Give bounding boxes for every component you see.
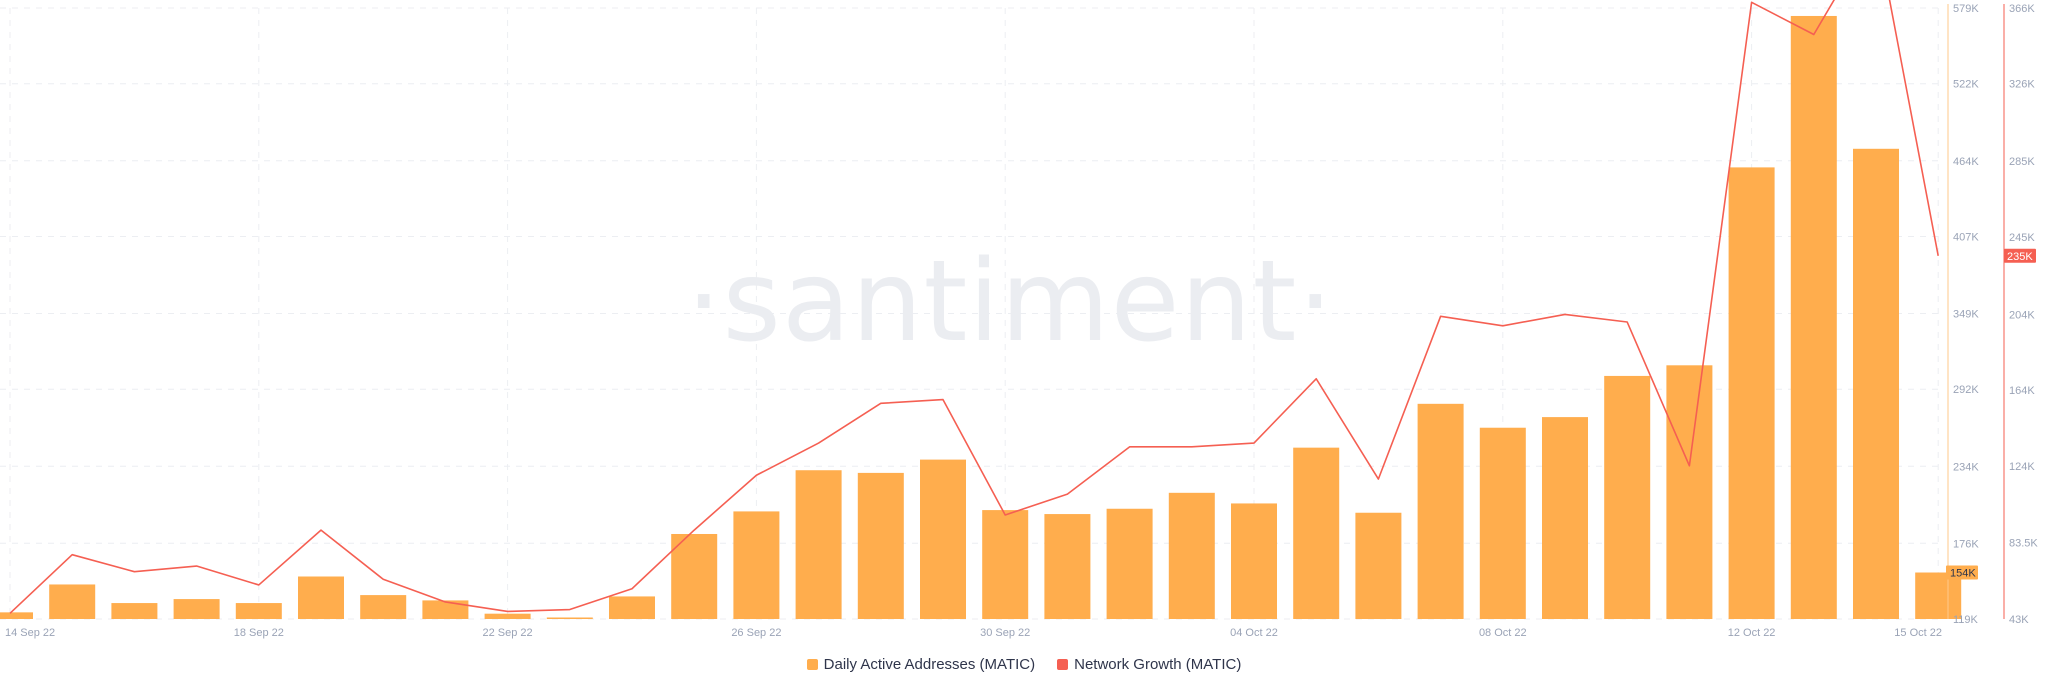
network-growth-axis-tick-label: 204K — [2009, 309, 2035, 321]
bar-daily-active-addresses[interactable] — [1168, 492, 1215, 619]
grid-layer — [0, 7, 1943, 620]
bar-daily-active-addresses[interactable] — [484, 613, 531, 619]
bar-daily-active-addresses[interactable] — [1666, 365, 1713, 619]
bar-daily-active-addresses[interactable] — [360, 595, 407, 619]
network-growth-axis-tick-label: 83.5K — [2009, 537, 2038, 549]
legend-swatch-line — [1057, 659, 1069, 670]
legend-item-daily-active-addresses[interactable]: Daily Active Addresses (MATIC) — [806, 656, 1036, 673]
axes-layer: 119K 176K 234K 292K 349K 407K 464K 522K 579K 43K 8… — [5, 3, 2038, 639]
x-axis-tick-label: 12 Oct 22 — [1728, 627, 1776, 639]
bar-daily-active-addresses[interactable] — [857, 472, 904, 619]
bar-daily-active-addresses[interactable] — [1106, 508, 1153, 619]
bar-daily-active-addresses[interactable] — [298, 576, 344, 619]
network-growth-axis-tick-label: 326K — [2009, 79, 2035, 91]
x-axis-tick-label: 26 Sep 22 — [731, 627, 781, 639]
x-axis-tick-label: 15 Oct 22 — [1894, 627, 1942, 639]
bar-daily-active-addresses[interactable] — [671, 533, 718, 619]
legend-label-daily-active-addresses: Daily Active Addresses (MATIC) — [823, 656, 1036, 673]
bar-daily-active-addresses[interactable] — [733, 511, 780, 619]
bar-daily-active-addresses[interactable] — [1231, 503, 1277, 619]
bar-daily-active-addresses[interactable] — [49, 584, 96, 619]
daa-axis-tick-label: 292K — [1953, 384, 1979, 396]
bar-daily-active-addresses[interactable] — [1853, 148, 1899, 619]
network-growth-axis-tick-label: 245K — [2009, 232, 2035, 244]
bar-daily-active-addresses[interactable] — [1728, 167, 1775, 620]
x-axis-tick-label: 04 Oct 22 — [1230, 627, 1278, 639]
daa-axis-tick-label: 522K — [1953, 79, 1979, 91]
line-layer — [9, 0, 1939, 614]
daa-current-value-badge — [1946, 565, 1978, 580]
bars-layer — [0, 15, 1962, 620]
bar-daily-active-addresses[interactable] — [982, 510, 1029, 619]
network-growth-axis-tick-label: 124K — [2009, 461, 2035, 473]
x-axis-tick-label: 30 Sep 22 — [980, 627, 1030, 639]
network-growth-axis-tick-label: 164K — [2009, 385, 2035, 397]
daa-axis-tick-label: 349K — [1953, 309, 1979, 321]
x-axis-tick-label: 22 Sep 22 — [483, 627, 533, 639]
watermark: ·santiment· — [686, 237, 1334, 367]
network-growth-axis-tick-label: 285K — [2009, 156, 2035, 168]
bar-daily-active-addresses[interactable] — [173, 599, 220, 619]
network-growth-axis-tick-label: 43K — [2009, 614, 2029, 626]
daa-axis-tick-label: 176K — [1953, 538, 1979, 550]
daa-axis-tick-label: 407K — [1953, 231, 1979, 243]
bar-daily-active-addresses[interactable] — [1542, 417, 1588, 619]
bar-daily-active-addresses[interactable] — [0, 612, 33, 619]
bar-daily-active-addresses[interactable] — [1915, 572, 1962, 619]
daa-axis-tick-label: 579K — [1953, 3, 1979, 15]
bar-daily-active-addresses[interactable] — [920, 459, 966, 619]
bar-daily-active-addresses[interactable] — [609, 596, 655, 619]
legend-item-network-growth[interactable]: Network Growth (MATIC) — [1057, 656, 1241, 673]
bar-daily-active-addresses[interactable] — [1044, 514, 1091, 619]
bar-daily-active-addresses[interactable] — [235, 603, 282, 619]
legend-label-network-growth: Network Growth (MATIC) — [1074, 656, 1242, 673]
line-network-growth[interactable] — [9, 0, 1939, 614]
network-growth-current-value-label: 235K — [2007, 251, 2033, 263]
x-axis-tick-label: 08 Oct 22 — [1479, 627, 1527, 639]
legend-swatch-bars — [806, 659, 818, 670]
bar-daily-active-addresses[interactable] — [422, 600, 469, 619]
bar-daily-active-addresses[interactable] — [795, 470, 842, 619]
daa-axis-tick-label: 464K — [1953, 156, 1979, 168]
bar-daily-active-addresses[interactable] — [1355, 512, 1402, 619]
bar-daily-active-addresses[interactable] — [1293, 447, 1340, 619]
network-growth-axis-tick-label: 366K — [2009, 3, 2035, 15]
daa-axis-tick-label: 119K — [1953, 614, 1979, 626]
x-axis-tick-label: 14 Sep 22 — [5, 627, 55, 639]
daa-current-value-label: 154K — [1950, 568, 1976, 580]
bar-daily-active-addresses[interactable] — [111, 603, 158, 619]
daa-axis-tick-label: 234K — [1953, 461, 1979, 473]
bar-daily-active-addresses[interactable] — [1604, 375, 1651, 619]
bar-daily-active-addresses[interactable] — [1479, 427, 1526, 619]
bar-daily-active-addresses[interactable] — [546, 617, 593, 620]
x-axis-tick-label: 18 Sep 22 — [234, 627, 284, 639]
network-growth-current-value-badge — [2004, 248, 2036, 263]
legend: Daily Active Addresses (MATIC) Network G… — [0, 656, 2048, 673]
bar-daily-active-addresses[interactable] — [1417, 403, 1464, 619]
bar-daily-active-addresses[interactable] — [1790, 15, 1837, 620]
